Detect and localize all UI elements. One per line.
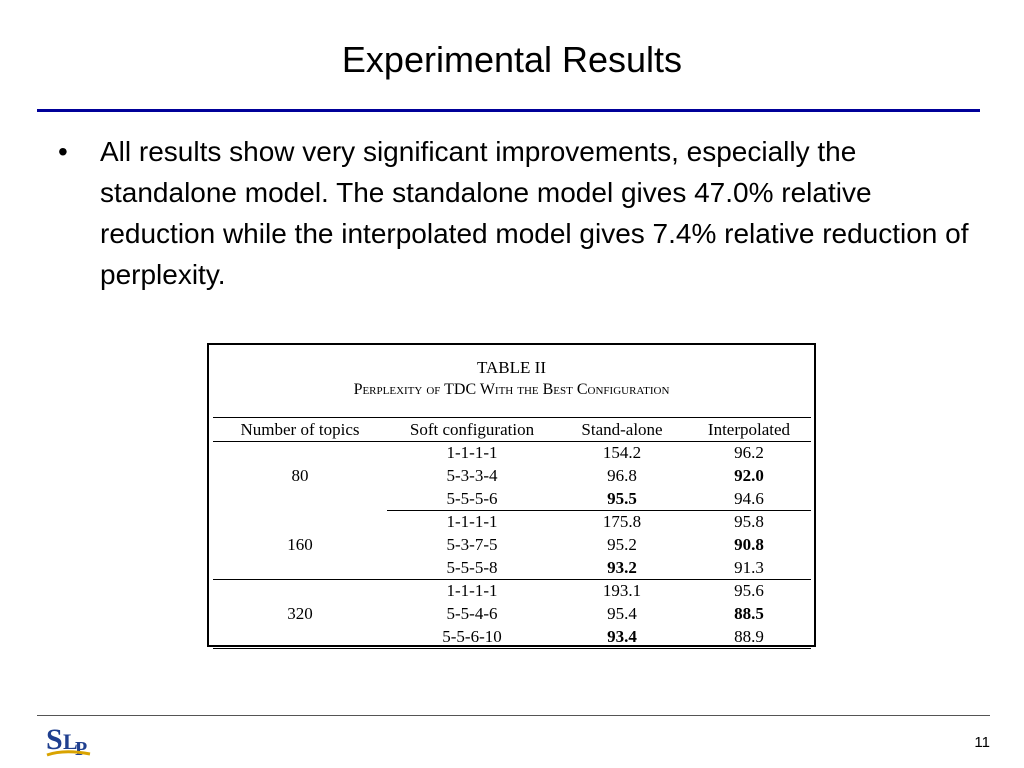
table-header-row: Number of topics Soft configuration Stan… <box>213 417 811 442</box>
table-row: 5-3-7-5 95.2 90.8 <box>213 534 811 557</box>
results-table-figure: TABLE II Perplexity of TDC With the Best… <box>207 343 816 650</box>
table-row: 5-5-5-6 95.5 94.6 <box>213 487 811 512</box>
standalone-cell: 93.4 <box>557 625 687 650</box>
bullet-icon: • <box>58 136 68 167</box>
table-subcaption: Perplexity of TDC With the Best Configur… <box>353 381 670 398</box>
interpolated-cell: 88.9 <box>687 625 811 650</box>
table-row: 5-5-4-6 95.4 88.5 <box>213 603 811 626</box>
config-cell: 5-3-7-5 <box>446 535 498 555</box>
standalone-cell: 193.1 <box>602 581 642 601</box>
page-number: 11 <box>974 734 990 751</box>
topics-cell: 160 <box>213 510 387 581</box>
interpolated-cell: 96.2 <box>734 443 764 463</box>
config-cell: 5-5-4-6 <box>446 604 498 624</box>
standalone-cell: 95.5 <box>557 487 687 512</box>
slide-title: Experimental Results <box>341 39 683 80</box>
interpolated-cell: 90.8 <box>734 535 764 555</box>
svg-text:L: L <box>63 729 78 754</box>
interpolated-cell: 92.0 <box>734 466 764 486</box>
svg-text:P: P <box>75 738 87 760</box>
interpolated-cell: 88.5 <box>734 604 764 624</box>
table-row: 5-3-3-4 96.8 92.0 <box>213 465 811 488</box>
standalone-cell: 175.8 <box>602 512 642 532</box>
header-soft-configuration: Soft configuration <box>387 417 557 442</box>
bullet-item: • All results show very significant impr… <box>58 131 988 295</box>
bullet-list: • All results show very significant impr… <box>58 131 988 295</box>
table-row: 5-5-6-10 93.4 88.9 <box>213 625 811 650</box>
bullet-text: All results show very significant improv… <box>100 136 969 290</box>
interpolated-cell: 91.3 <box>687 556 811 581</box>
interpolated-cell: 95.8 <box>734 512 764 532</box>
standalone-cell: 93.2 <box>557 556 687 581</box>
topics-cell: 320 <box>213 579 387 650</box>
table-caption: TABLE II <box>477 358 546 377</box>
standalone-cell: 154.2 <box>602 443 642 463</box>
interpolated-cell: 94.6 <box>687 487 811 512</box>
table-row: 5-5-5-8 93.2 91.3 <box>213 556 811 581</box>
interpolated-cell: 95.6 <box>734 581 764 601</box>
standalone-cell: 95.2 <box>607 535 637 555</box>
standalone-cell: 96.8 <box>607 466 637 486</box>
config-cell: 5-5-6-10 <box>387 625 557 650</box>
config-cell: 5-3-3-4 <box>446 466 498 486</box>
standalone-cell: 95.4 <box>607 604 637 624</box>
config-cell: 1-1-1-1 <box>446 443 498 463</box>
table-row: 320 1-1-1-1 193.1 95.6 <box>213 579 811 650</box>
table-row: 80 1-1-1-1 154.2 96.2 <box>213 442 811 485</box>
title-divider <box>37 109 980 112</box>
config-cell: 5-5-5-6 <box>387 487 557 512</box>
footer-divider <box>37 715 990 716</box>
results-table: Number of topics Soft configuration Stan… <box>213 417 811 650</box>
config-cell: 1-1-1-1 <box>446 512 498 532</box>
table-row: 160 1-1-1-1 175.8 95.8 <box>213 510 811 581</box>
header-stand-alone: Stand-alone <box>557 417 687 442</box>
slp-logo-icon: S L P <box>44 719 94 763</box>
config-cell: 5-5-5-8 <box>387 556 557 581</box>
header-number-of-topics: Number of topics <box>213 417 387 442</box>
config-cell: 1-1-1-1 <box>446 581 498 601</box>
topics-cell: 80 <box>291 466 309 486</box>
header-interpolated: Interpolated <box>687 417 811 442</box>
svg-text:S: S <box>46 723 63 756</box>
